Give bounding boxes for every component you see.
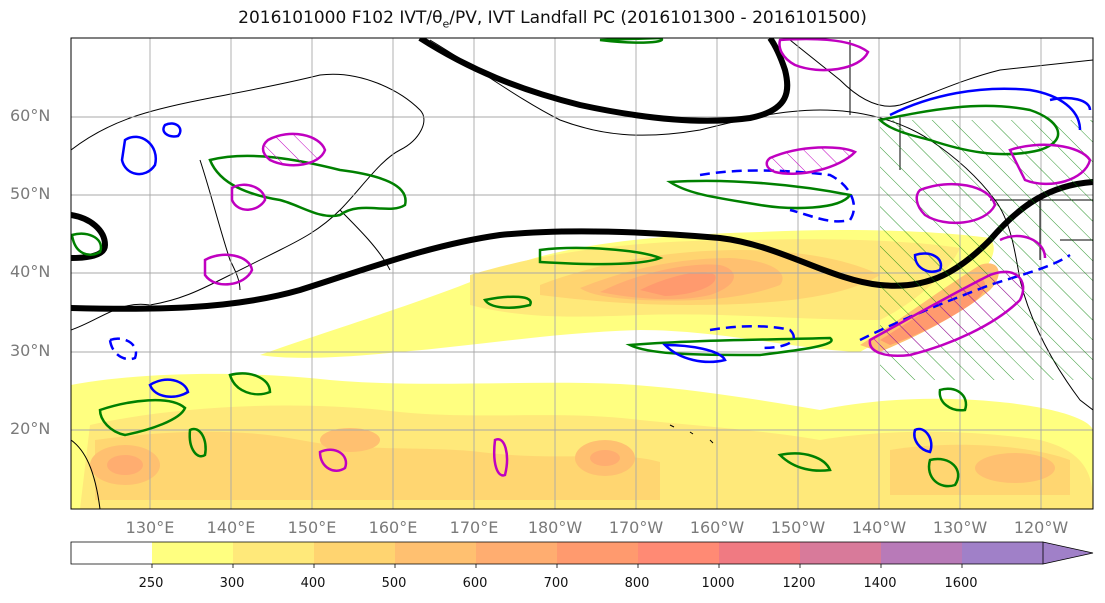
colorbar-segment	[233, 542, 314, 564]
colorbar-segment	[962, 542, 1043, 564]
colorbar-segment	[800, 542, 881, 564]
colorbar-segment	[557, 542, 638, 564]
lon-label-180w: 180°W	[527, 518, 583, 537]
lon-label-150e: 150°E	[287, 518, 337, 537]
lat-label-30n: 30°N	[10, 341, 51, 360]
lon-label-130w: 130°W	[932, 518, 988, 537]
ivt-landfall-pc-hatch-gulf	[766, 147, 855, 174]
colorbar	[70, 541, 1094, 568]
map-title: 2016101000 F102 IVT/θe/PV, IVT Landfall …	[238, 8, 867, 31]
ivt-landfall-pc-hatch	[869, 271, 1024, 356]
theta-e-dashed-contours	[108, 169, 1071, 361]
lon-label-170e: 170°E	[449, 518, 499, 537]
colorbar-segment	[314, 542, 395, 564]
lon-label-160w: 160°W	[689, 518, 745, 537]
lat-label-20n: 20°N	[10, 419, 51, 438]
ivt-landfall-pc-hatch-west	[263, 133, 325, 166]
lon-label-120w: 120°W	[1013, 518, 1069, 537]
map-frame	[70, 37, 1094, 510]
theta-e-negative-contours	[120, 87, 1092, 454]
colorbar-label-300: 300	[219, 576, 245, 591]
colorbar-label-1200: 1200	[782, 576, 816, 591]
lon-label-160e: 160°E	[368, 518, 418, 537]
colorbar-label-1000: 1000	[701, 576, 735, 591]
colorbar-label-500: 500	[381, 576, 407, 591]
colorbar-segment	[71, 542, 152, 564]
colorbar-label-400: 400	[300, 576, 326, 591]
colorbar-segment	[476, 542, 557, 564]
lat-label-50n: 50°N	[10, 184, 51, 203]
colorbar-segment	[719, 542, 800, 564]
colorbar-label-800: 800	[624, 576, 650, 591]
colorbar-segment	[881, 542, 962, 564]
lon-label-130e: 130°E	[125, 518, 175, 537]
colorbar-segment	[152, 542, 233, 564]
lon-label-170w: 170°W	[608, 518, 664, 537]
colorbar-label-1600: 1600	[944, 576, 978, 591]
lat-label-40n: 40°N	[10, 262, 51, 281]
colorbar-segment	[395, 542, 476, 564]
colorbar-label-1400: 1400	[863, 576, 897, 591]
lon-label-140w: 140°W	[851, 518, 907, 537]
colorbar-segment	[638, 542, 719, 564]
colorbar-label-700: 700	[543, 576, 569, 591]
map-area	[71, 38, 1093, 509]
lon-label-140e: 140°E	[206, 518, 256, 537]
lon-label-150w: 150°W	[770, 518, 826, 537]
colorbar-label-600: 600	[462, 576, 488, 591]
lat-label-60n: 60°N	[10, 106, 51, 125]
colorbar-extend-arrow	[1042, 541, 1094, 565]
colorbar-label-250: 250	[138, 576, 164, 591]
